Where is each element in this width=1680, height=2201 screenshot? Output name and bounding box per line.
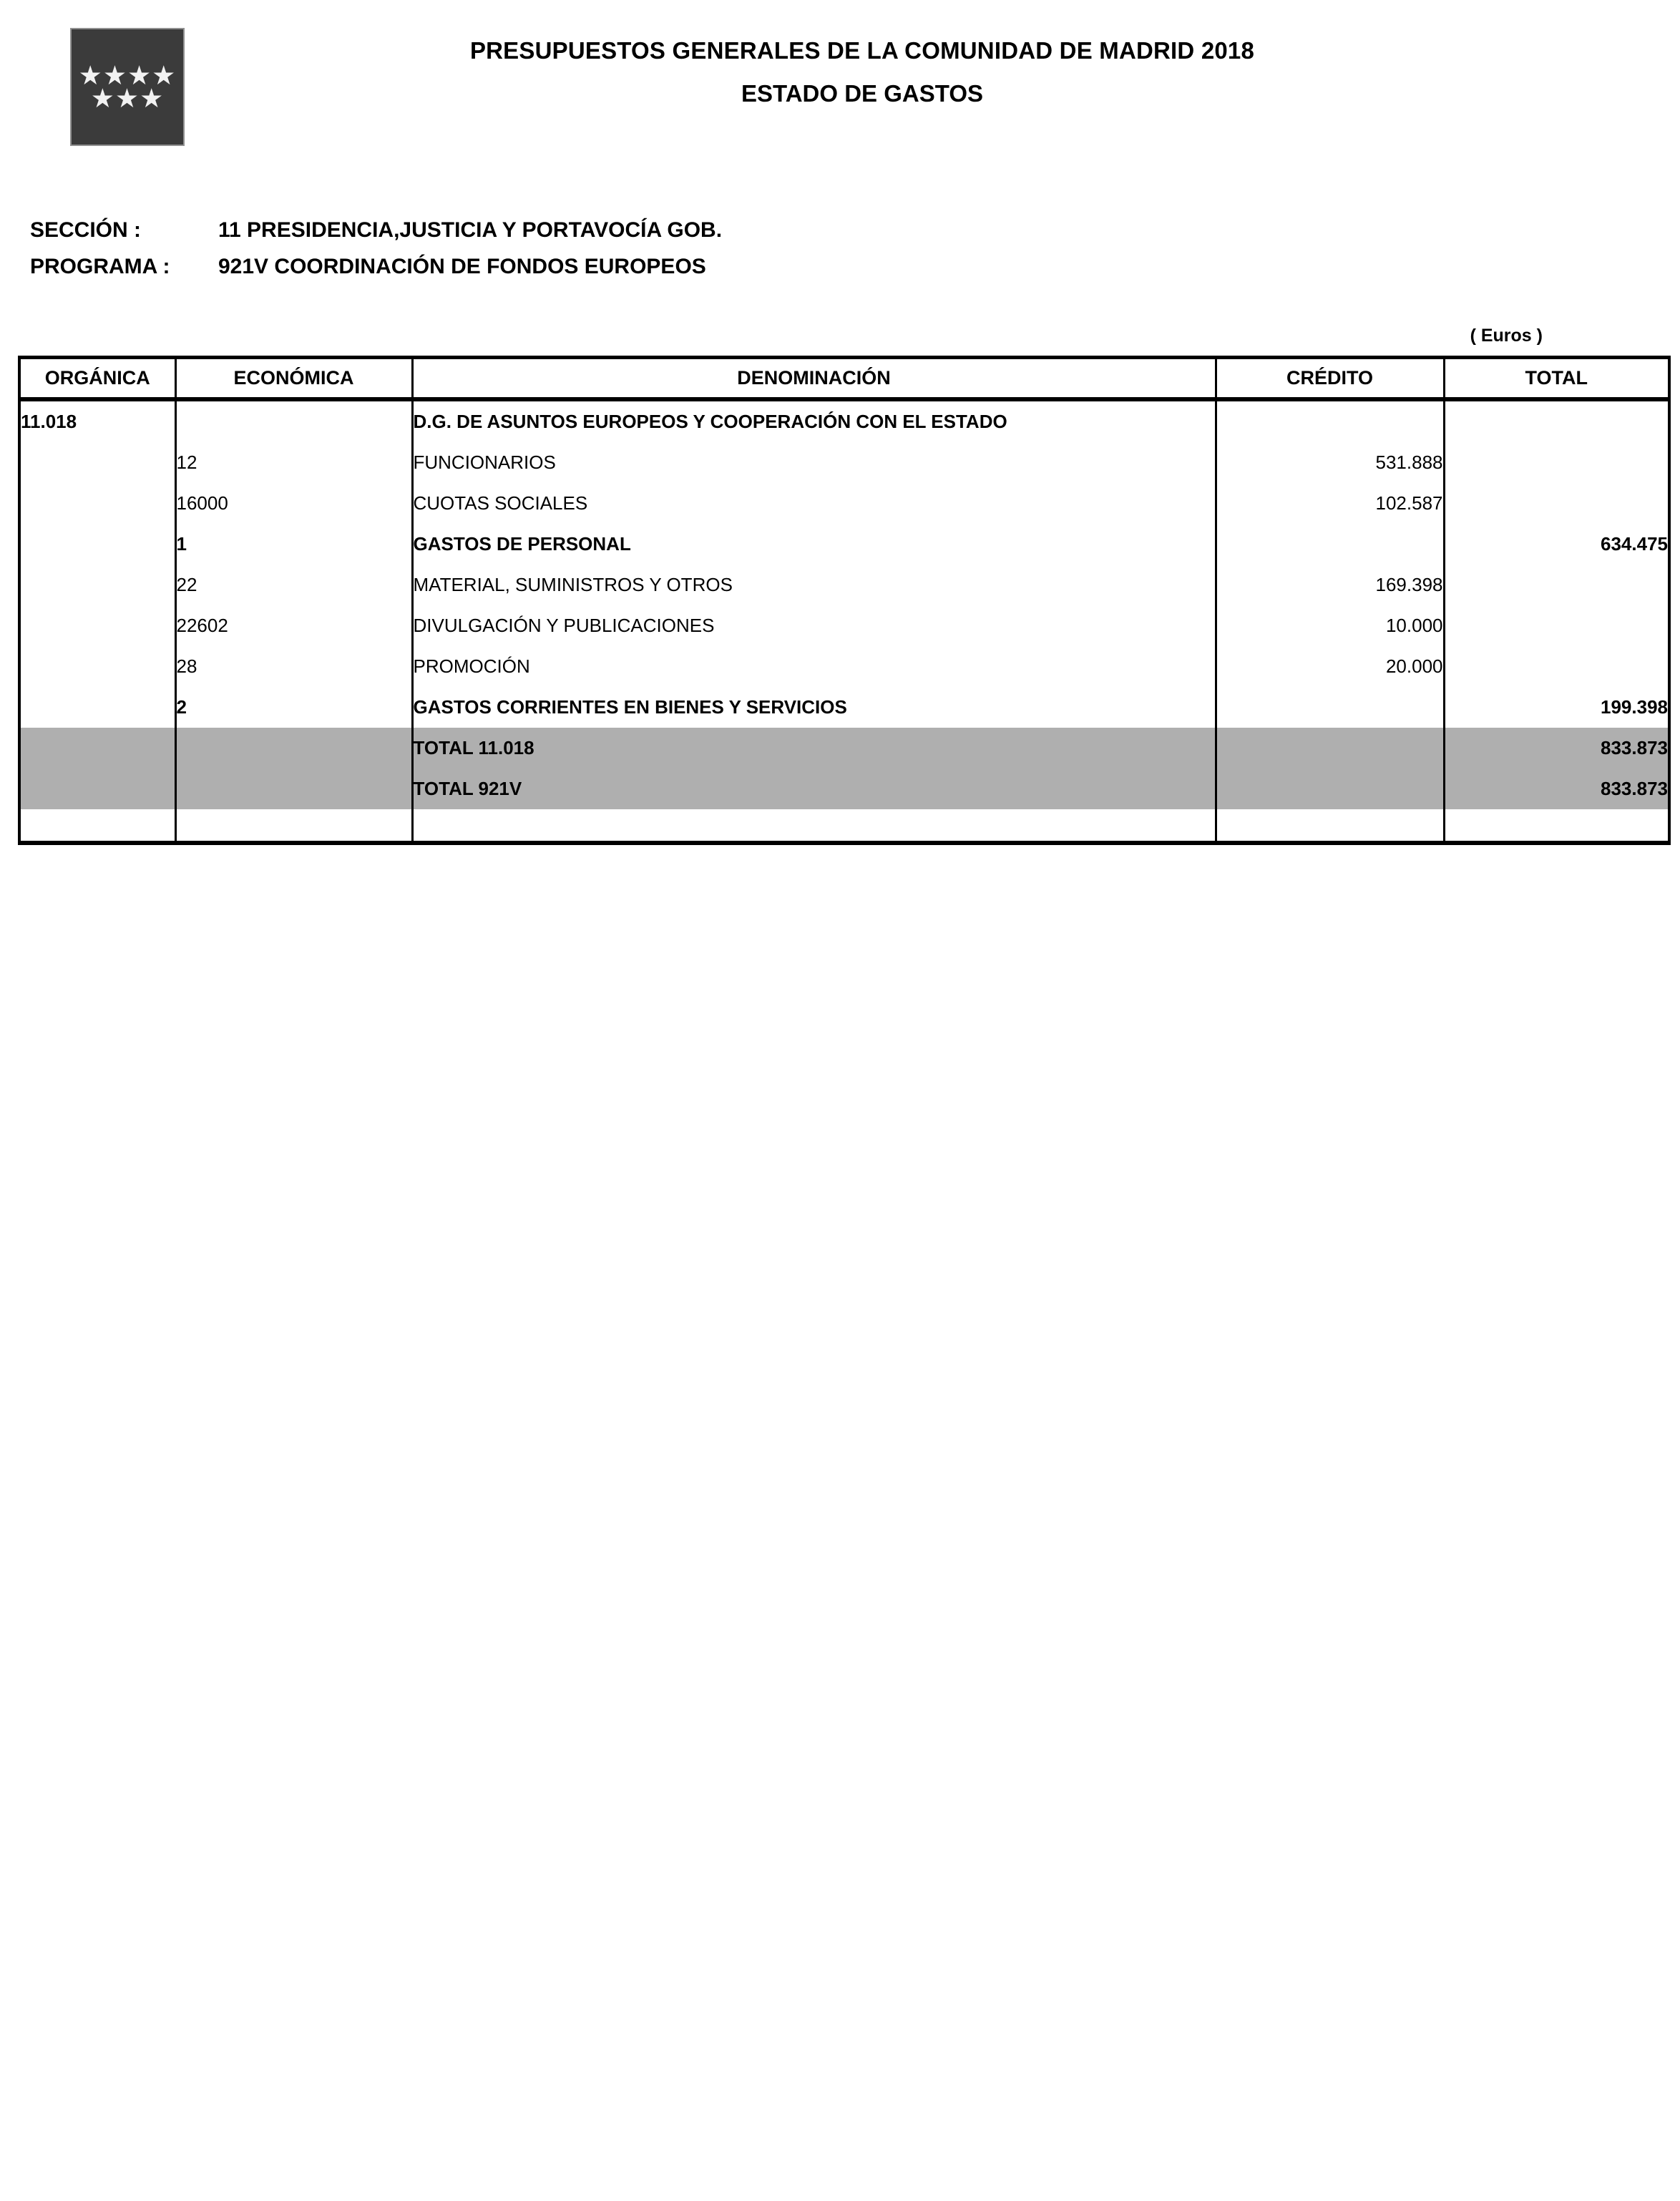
table-row	[19, 809, 1669, 843]
denominacion-cell: GASTOS DE PERSONAL	[411, 524, 1216, 565]
economica-cell: 1	[174, 524, 412, 565]
economica-cell	[174, 728, 412, 768]
programa-value: 921V COORDINACIÓN DE FONDOS EUROPEOS	[218, 255, 706, 278]
title-block: PRESUPUESTOS GENERALES DE LA COMUNIDAD D…	[43, 37, 1680, 107]
denominacion-cell: CUOTAS SOCIALES	[411, 483, 1216, 524]
document-subtitle: ESTADO DE GASTOS	[741, 80, 983, 107]
economica-cell	[174, 768, 412, 809]
credito-cell: 10.000	[1214, 605, 1444, 646]
organica-cell	[19, 483, 175, 524]
table-row: 1 GASTOS DE PERSONAL 634.475	[19, 524, 1669, 565]
programa-row: PROGRAMA : 921V COORDINACIÓN DE FONDOS E…	[30, 248, 722, 285]
total-cell	[1442, 605, 1669, 646]
organica-cell	[19, 646, 175, 687]
header-row: ORGÁNICA ECONÓMICA DENOMINACIÓN CRÉDITO …	[19, 357, 1669, 401]
economica-cell: 12	[174, 442, 412, 483]
logo-stars-bottom-icon: ★★★	[90, 83, 165, 113]
credito-cell	[1214, 809, 1444, 843]
total-cell	[1442, 809, 1669, 843]
currency-note: ( Euros )	[1470, 326, 1543, 346]
organica-cell: 11.018	[21, 411, 77, 432]
denominacion-cell: PROMOCIÓN	[411, 646, 1216, 687]
denominacion-cell: MATERIAL, SUMINISTROS Y OTROS	[411, 565, 1216, 605]
logo-stars-top-icon: ★★★★	[78, 60, 177, 90]
credito-cell: 169.398	[1214, 565, 1444, 605]
credito-cell: 102.587	[1214, 483, 1444, 524]
credito-cell	[1214, 524, 1444, 565]
table-row: TOTAL 11.018 833.873	[19, 728, 1669, 768]
table-row: 12 FUNCIONARIOS 531.888	[19, 442, 1669, 483]
denominacion-cell: GASTOS CORRIENTES EN BIENES Y SERVICIOS	[411, 687, 1216, 728]
organica-cell	[19, 442, 175, 483]
total-cell	[1442, 646, 1669, 687]
organica-cell	[19, 809, 175, 843]
table-row: 11.018 D.G. DE ASUNTOS EUROPEOS Y COOPERA…	[19, 399, 1669, 442]
table-row: 22 MATERIAL, SUMINISTROS Y OTROS 169.398	[19, 565, 1669, 605]
credito-cell: 531.888	[1214, 442, 1444, 483]
total-cell: 634.475	[1442, 524, 1669, 565]
table-row: 22602 DIVULGACIÓN Y PUBLICACIONES 10.000	[19, 605, 1669, 646]
economica-cell: 28	[174, 646, 412, 687]
total-cell	[1442, 565, 1669, 605]
economica-cell	[174, 399, 412, 442]
total-cell: 833.873	[1442, 768, 1669, 809]
programa-label: PROGRAMA :	[30, 255, 170, 278]
denominacion-cell: DIVULGACIÓN Y PUBLICACIONES	[411, 605, 1216, 646]
document-title: PRESUPUESTOS GENERALES DE LA COMUNIDAD D…	[469, 37, 1255, 64]
total-cell	[1442, 483, 1669, 524]
seccion-row: SECCIÓN : 11 PRESIDENCIA,JUSTICIA Y PORT…	[30, 212, 722, 248]
denominacion-cell: TOTAL 921V	[411, 768, 1216, 809]
credito-cell: 20.000	[1214, 646, 1444, 687]
credito-cell	[1214, 399, 1444, 442]
organica-cell	[19, 565, 175, 605]
organica-cell	[19, 524, 175, 565]
economica-cell: 2	[174, 687, 412, 728]
column-header-credito: CRÉDITO	[1214, 357, 1444, 401]
credito-cell	[1214, 687, 1444, 728]
column-header-denominacion: DENOMINACIÓN	[411, 357, 1216, 401]
organica-cell	[19, 687, 175, 728]
denominacion-cell: TOTAL 11.018	[411, 728, 1216, 768]
seccion-value: 11 PRESIDENCIA,JUSTICIA Y PORTAVOCÍA GOB…	[218, 218, 723, 242]
organica-cell	[19, 768, 175, 809]
column-header-organica: ORGÁNICA	[19, 357, 175, 401]
table-row: 16000 CUOTAS SOCIALES 102.587	[19, 483, 1669, 524]
denominacion-cell: FUNCIONARIOS	[411, 442, 1216, 483]
column-header-total: TOTAL	[1442, 357, 1669, 401]
organica-cell	[19, 605, 175, 646]
total-cell	[1442, 442, 1669, 483]
column-header-economica: ECONÓMICA	[174, 357, 412, 401]
total-cell: 199.398	[1442, 687, 1669, 728]
economica-cell: 22602	[174, 605, 412, 646]
budget-table-body: 11.018 D.G. DE ASUNTOS EUROPEOS Y COOPERA…	[19, 399, 1669, 843]
budget-table: ORGÁNICA ECONÓMICA DENOMINACIÓN CRÉDITO …	[18, 356, 1671, 845]
economica-cell	[174, 809, 412, 843]
budget-table-header: ORGÁNICA ECONÓMICA DENOMINACIÓN CRÉDITO …	[19, 357, 1669, 401]
table-row: 2 GASTOS CORRIENTES EN BIENES Y SERVICIOS…	[19, 687, 1669, 728]
credito-cell	[1214, 768, 1444, 809]
economica-cell: 22	[174, 565, 412, 605]
meta-block: SECCIÓN : 11 PRESIDENCIA,JUSTICIA Y PORT…	[30, 212, 722, 285]
organica-cell	[19, 728, 175, 768]
seccion-label: SECCIÓN :	[30, 218, 142, 242]
economica-cell: 16000	[174, 483, 412, 524]
total-cell	[1442, 399, 1669, 442]
madrid-flag-logo: ★★★★ ★★★	[70, 28, 185, 146]
denominacion-cell	[411, 809, 1216, 843]
total-cell: 833.873	[1442, 728, 1669, 768]
table-row: TOTAL 921V 833.873	[19, 768, 1669, 809]
table-row: 28 PROMOCIÓN 20.000	[19, 646, 1669, 687]
credito-cell	[1214, 728, 1444, 768]
denominacion-cell: D.G. DE ASUNTOS EUROPEOS Y COOPERACIÓN C…	[411, 399, 1216, 442]
